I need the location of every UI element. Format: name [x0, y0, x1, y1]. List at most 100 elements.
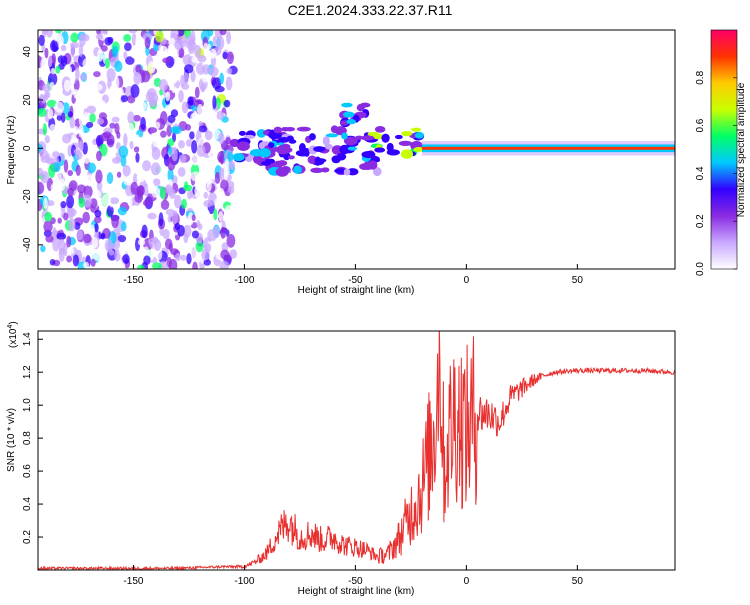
heatmap-cell — [169, 75, 178, 85]
colorbar-tick-label: 0.4 — [695, 166, 706, 180]
heatmap-cell — [195, 240, 204, 253]
heatmap-cell — [201, 64, 211, 75]
heatmap-cell — [118, 244, 127, 257]
heatmap-cell — [111, 45, 119, 58]
heatmap-cell — [398, 140, 413, 146]
heatmap-cell — [82, 142, 88, 155]
heatmap-cell — [94, 189, 102, 199]
heatmap-cell — [343, 168, 351, 176]
heatmap-cell — [155, 30, 164, 43]
snr-y-tick-label: 1.2 — [22, 365, 33, 379]
heatmap-cell — [89, 113, 96, 123]
heatmap-cell — [227, 186, 235, 194]
heatmap-cell — [190, 112, 198, 123]
heatmap-cell — [72, 254, 80, 267]
heatmap-cell — [236, 141, 250, 152]
heatmap-cell — [122, 103, 128, 112]
heatmap-y-tick-label: 40 — [22, 46, 33, 58]
heatmap-cell — [80, 73, 87, 81]
heatmap-y-tick-label: 0 — [22, 145, 33, 151]
heatmap-panel: -150 -100 -50 0 50 -40 -20 0 20 40 Height of str… — [6, 29, 676, 296]
heatmap-cell — [71, 134, 77, 142]
heatmap-x-tick-label: -100 — [234, 275, 254, 286]
heatmap-cell — [127, 195, 133, 207]
heatmap-cell — [50, 182, 60, 194]
heatmap-cell — [109, 197, 120, 205]
heatmap-cell — [226, 67, 233, 75]
heatmap-cell — [201, 74, 209, 83]
heatmap-cell — [39, 148, 49, 160]
heatmap-cell — [95, 33, 103, 40]
heatmap-cell — [200, 83, 206, 93]
heatmap-cell — [107, 100, 117, 113]
heatmap-cell — [151, 147, 161, 160]
heatmap-cell — [78, 112, 84, 126]
heatmap-cell — [232, 153, 245, 162]
heatmap-cell — [194, 184, 203, 199]
heatmap-cell — [275, 167, 289, 177]
heatmap-cell — [113, 76, 120, 90]
heatmap-cell — [307, 155, 317, 165]
heatmap-cell — [201, 104, 211, 113]
heatmap-cell — [97, 100, 106, 109]
snr-x-tick-label: 50 — [572, 576, 584, 587]
heatmap-feature — [339, 102, 371, 128]
heatmap-cell — [296, 126, 311, 132]
heatmap-cell — [125, 56, 135, 65]
heatmap-cell — [147, 180, 155, 194]
heatmap-cell — [122, 254, 130, 264]
heatmap-cell — [223, 99, 231, 108]
heatmap-cell — [273, 126, 282, 134]
heatmap-cell — [49, 142, 57, 153]
heatmap-cell — [112, 175, 118, 190]
heatmap-x-label: Height of straight line (km) — [298, 285, 415, 296]
heatmap-cell — [173, 194, 182, 209]
heatmap-cell — [55, 223, 62, 231]
heatmap-cell — [367, 160, 378, 170]
heatmap-cell — [267, 142, 275, 148]
heatmap-x-tick-label: 0 — [464, 275, 470, 286]
heatmap-cell — [51, 151, 60, 159]
heatmap-cell — [91, 237, 99, 249]
heatmap-cell — [100, 232, 106, 240]
heatmap-cell — [38, 34, 45, 47]
heatmap-cell — [140, 116, 146, 131]
heatmap-cell — [186, 40, 197, 51]
heatmap-cell — [120, 95, 129, 103]
heatmap-cell — [49, 258, 56, 266]
heatmap-cell — [106, 172, 114, 184]
heatmap-cell — [47, 108, 54, 120]
heatmap-cell — [411, 127, 422, 132]
heatmap-cell — [72, 125, 80, 136]
heatmap-cell — [44, 47, 49, 59]
heatmap-cell — [96, 150, 102, 162]
heatmap-cell — [75, 164, 81, 177]
heatmap-cell — [134, 192, 144, 203]
heatmap-cell — [336, 153, 347, 161]
heatmap-cell — [79, 140, 84, 152]
heatmap-cell — [160, 130, 167, 138]
heatmap-cell — [117, 235, 127, 243]
heatmap-cell — [104, 239, 114, 252]
heatmap-cell — [192, 153, 199, 166]
heatmap-cell — [203, 191, 208, 199]
heatmap-cell — [177, 224, 185, 237]
heatmap-cell — [81, 134, 91, 142]
heatmap-cell — [162, 228, 170, 240]
heatmap-marks — [38, 30, 675, 269]
heatmap-cell — [93, 71, 101, 78]
heatmap-cell — [77, 184, 86, 194]
heatmap-cell — [195, 30, 202, 42]
heatmap-cell — [176, 261, 184, 269]
heatmap-cell — [75, 67, 80, 81]
heatmap-cell — [114, 122, 120, 135]
snr-y-tick-label: 0.6 — [22, 464, 33, 478]
heatmap-cell — [212, 36, 217, 46]
heatmap-cell — [191, 214, 196, 222]
heatmap-cell — [359, 102, 371, 108]
heatmap-cell — [374, 126, 386, 133]
heatmap-cell — [165, 91, 171, 102]
heatmap-cell — [96, 181, 103, 191]
heatmap-cell — [65, 65, 73, 75]
